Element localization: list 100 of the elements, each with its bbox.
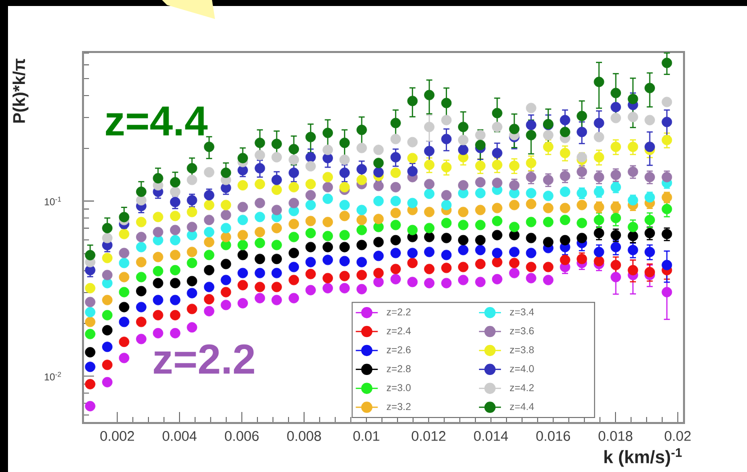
point [136, 316, 146, 328]
point [339, 138, 350, 148]
point [136, 195, 146, 206]
point [543, 274, 554, 286]
point [424, 278, 434, 288]
point [204, 190, 214, 200]
point [238, 180, 248, 191]
point [526, 158, 536, 168]
point [118, 258, 130, 268]
point [543, 190, 554, 202]
point [271, 138, 282, 150]
y-tick-label: 10$^{-1}$ [44, 196, 61, 206]
point [373, 158, 384, 168]
point [492, 216, 502, 226]
point [628, 244, 638, 256]
point [644, 114, 655, 126]
point [152, 173, 164, 184]
legend-label: z=3.8 [510, 346, 534, 354]
point [84, 296, 96, 308]
point [136, 216, 146, 228]
point [271, 240, 282, 250]
point [220, 274, 232, 286]
point [204, 250, 214, 260]
point [238, 214, 248, 226]
point [390, 208, 401, 218]
point [118, 316, 130, 328]
point [390, 118, 401, 128]
point [644, 142, 655, 152]
point [254, 268, 266, 278]
point [322, 242, 333, 252]
point [288, 168, 300, 178]
point [441, 114, 452, 126]
point [288, 248, 300, 258]
point [526, 262, 536, 272]
point [610, 142, 622, 152]
point [594, 152, 604, 162]
legend-label: z=3.6 [510, 327, 534, 334]
point [424, 222, 434, 234]
point [271, 294, 282, 306]
point [84, 306, 96, 318]
point [170, 294, 180, 306]
point [102, 376, 112, 388]
point [254, 163, 266, 174]
point [186, 222, 198, 232]
point [271, 222, 282, 234]
x-tick-label: 0.018 [598, 431, 632, 441]
point [475, 140, 486, 150]
point [560, 170, 570, 182]
annotation: z=2.2 [154, 344, 254, 374]
point [305, 190, 316, 200]
point [594, 76, 604, 88]
point [594, 214, 604, 226]
point [475, 234, 486, 246]
point [220, 286, 232, 298]
point [305, 216, 316, 226]
point [271, 254, 282, 264]
point [136, 334, 146, 344]
point [458, 220, 468, 230]
point [424, 246, 434, 258]
point [322, 254, 333, 266]
point [136, 242, 146, 252]
point [186, 195, 198, 206]
point [492, 230, 502, 240]
point [204, 294, 214, 304]
point [424, 90, 434, 100]
point [152, 226, 164, 238]
point [492, 274, 502, 284]
point [305, 284, 316, 296]
point [136, 232, 146, 242]
point [441, 200, 452, 210]
point [238, 230, 248, 240]
point [254, 198, 266, 208]
point [373, 144, 384, 156]
point [594, 118, 604, 128]
point [254, 238, 266, 248]
point [305, 161, 316, 172]
point [407, 96, 418, 106]
point [84, 362, 96, 372]
point [458, 206, 468, 218]
point [610, 102, 622, 112]
y-tick-label: 10$^{-2}$ [44, 372, 61, 380]
point [424, 160, 434, 170]
point [186, 276, 198, 286]
point [662, 260, 672, 270]
point [186, 246, 198, 258]
point [390, 248, 401, 258]
point [475, 177, 486, 188]
point [238, 250, 248, 260]
point [492, 160, 502, 170]
point [424, 188, 434, 199]
point [390, 152, 401, 162]
point [238, 152, 248, 164]
point [662, 116, 672, 128]
point [322, 182, 333, 192]
point [238, 268, 248, 278]
point [136, 256, 146, 268]
point [84, 328, 96, 340]
point [271, 174, 282, 186]
point [322, 272, 333, 284]
point [305, 132, 316, 142]
